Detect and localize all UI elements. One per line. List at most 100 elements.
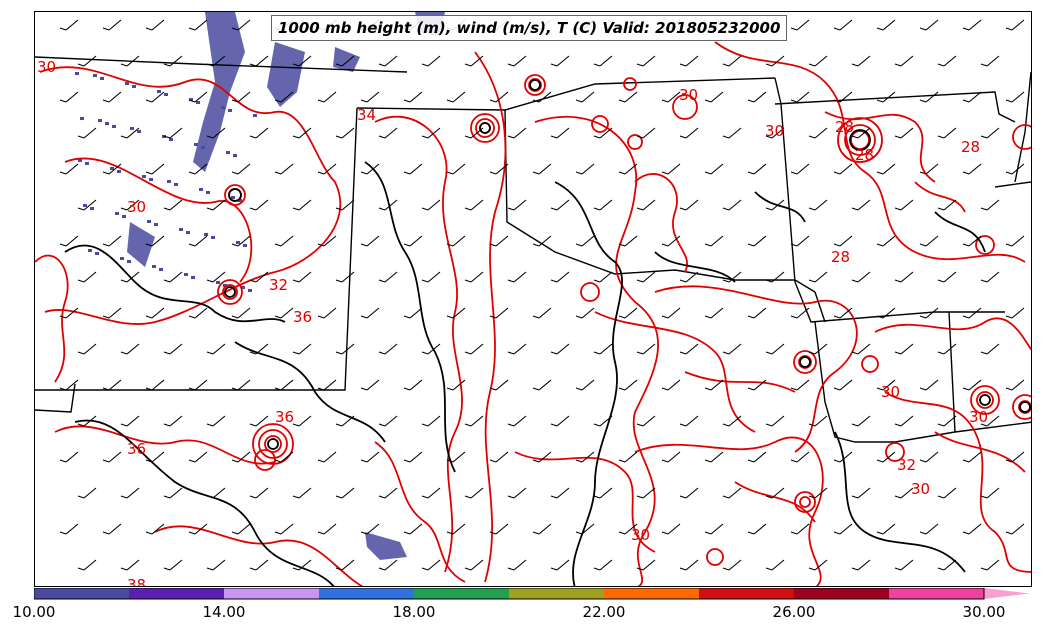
wind-barb: [661, 523, 681, 535]
wind-barb: [593, 199, 613, 211]
wind-barb: [704, 451, 724, 463]
wind-barb: [894, 487, 914, 499]
wind-barb: [790, 235, 810, 247]
precip-dot: [199, 188, 203, 191]
wind-barb: [765, 487, 785, 499]
precip-dot: [122, 215, 126, 218]
wind-barb: [188, 523, 208, 535]
state-border: [814, 291, 826, 323]
wind-barb: [335, 559, 355, 571]
wind-barb: [464, 199, 484, 211]
precip-dot: [201, 146, 205, 149]
wind-barb: [722, 55, 742, 67]
wind-barb: [593, 559, 613, 571]
wind-barb: [618, 451, 638, 463]
wind-barb: [894, 415, 914, 427]
wind-barb: [446, 163, 466, 175]
colorbar-segment: [414, 588, 509, 599]
wind-barb: [231, 307, 251, 319]
wind-barb: [808, 487, 828, 499]
state-border: [814, 321, 1031, 443]
wind-barb: [317, 91, 337, 103]
temperature-contour-ring: [844, 124, 876, 156]
wind-barb: [489, 163, 509, 175]
precip-dot: [117, 170, 121, 173]
wind-barb: [446, 451, 466, 463]
wind-barb: [403, 235, 423, 247]
wind-barb: [464, 487, 484, 499]
wind-barb: [765, 415, 785, 427]
wind-barb: [77, 55, 97, 67]
wind-barb: [980, 127, 1000, 139]
precip-dot: [127, 260, 131, 263]
precip-dot: [241, 286, 245, 289]
precip-dot: [221, 106, 225, 109]
wind-barb: [77, 487, 97, 499]
wind-barb: [403, 523, 423, 535]
wind-barb: [1005, 307, 1025, 319]
height-contour: [74, 419, 335, 586]
wind-barb: [679, 55, 699, 67]
contour-label: 38: [127, 576, 146, 587]
wind-barb: [919, 451, 939, 463]
wind-barb: [636, 55, 656, 67]
wind-barb: [876, 307, 896, 319]
state-borders-layer: [35, 56, 1031, 443]
temperature-contour: [684, 371, 796, 393]
map-panel: 30 34 32 30 28 28 28 30 32 36 36 30 30 30 38 30 28 36 30: [34, 11, 1032, 587]
wind-barb: [421, 415, 441, 427]
precip-dot: [243, 244, 247, 247]
wind-barb: [206, 271, 226, 283]
wind-barb: [704, 307, 724, 319]
height-contour-ring: [799, 356, 811, 368]
wind-barb: [808, 55, 828, 67]
wind-barb: [962, 307, 982, 319]
wind-barb: [489, 379, 509, 391]
wind-barb: [593, 487, 613, 499]
height-contour-ring: [228, 188, 242, 202]
wind-barb: [790, 523, 810, 535]
precip-dot: [223, 284, 227, 287]
wind-barb: [335, 415, 355, 427]
contour-label: 30: [969, 408, 988, 426]
wind-barb: [206, 415, 226, 427]
wind-barb: [274, 235, 294, 247]
wind-barb: [876, 91, 896, 103]
precip-dot: [248, 289, 252, 292]
precip-dot: [191, 276, 195, 279]
wind-barb: [704, 163, 724, 175]
wind-barb: [722, 127, 742, 139]
wind-barb: [937, 55, 957, 67]
wind-barb: [292, 271, 312, 283]
wind-barb: [765, 127, 785, 139]
temperature-contour-ring: [254, 449, 276, 471]
height-contour: [554, 181, 623, 586]
contour-label: 36: [275, 408, 294, 426]
temperature-contour-ring: [672, 94, 698, 120]
precip-dot: [80, 117, 84, 120]
wind-barb: [421, 343, 441, 355]
temperature-contour: [714, 41, 1026, 263]
wind-barb: [507, 343, 527, 355]
temperature-contour: [874, 317, 1031, 351]
colorbar-tick-label: 22.00: [582, 603, 626, 621]
wind-barb: [335, 127, 355, 139]
contour-label: 30: [679, 86, 698, 104]
precip-dot: [152, 265, 156, 268]
height-contours-layer: [64, 79, 1031, 586]
wind-barb: [77, 415, 97, 427]
precip-dot: [169, 138, 173, 141]
wind-barb: [679, 127, 699, 139]
wind-barb: [464, 559, 484, 571]
wind-barb: [335, 487, 355, 499]
wind-barb: [403, 91, 423, 103]
wind-barb: [421, 487, 441, 499]
contour-label: 34: [357, 106, 376, 124]
wind-barb: [894, 271, 914, 283]
wind-barb: [102, 19, 122, 31]
wind-barb: [722, 415, 742, 427]
wind-barb: [876, 235, 896, 247]
temperature-contour: [734, 481, 816, 523]
wind-barb: [661, 91, 681, 103]
